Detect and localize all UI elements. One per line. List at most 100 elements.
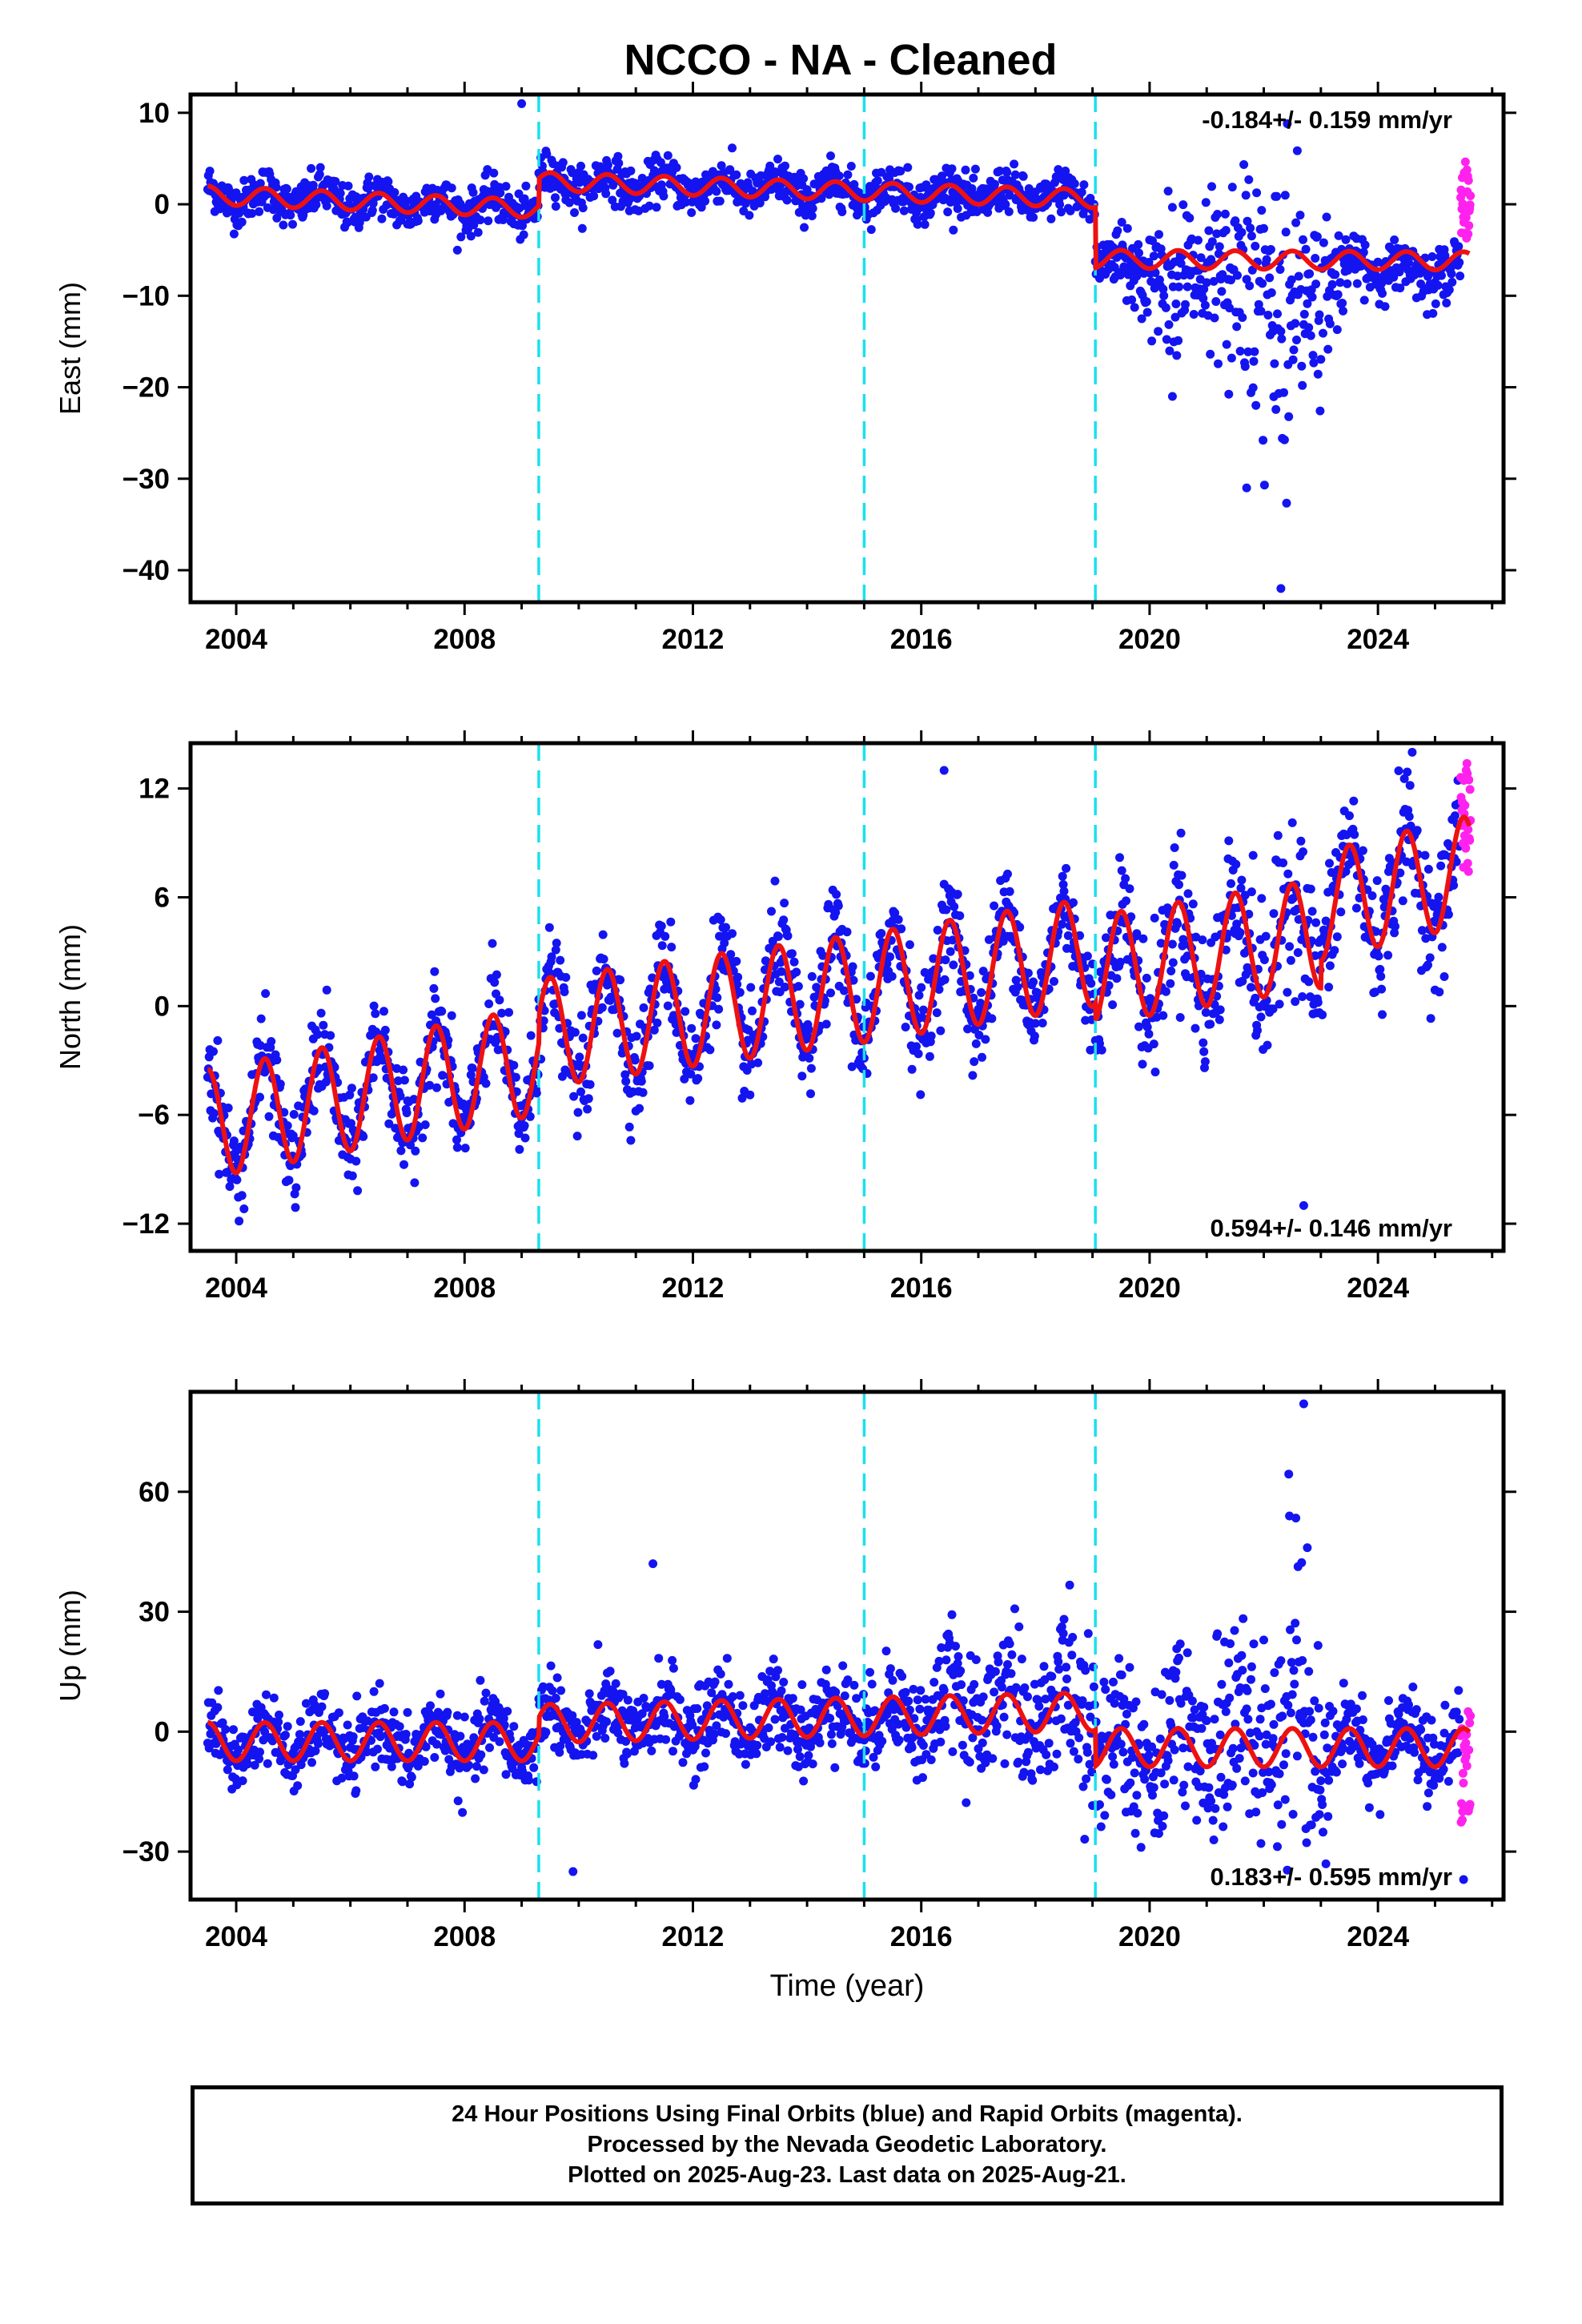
final-orbit-point: [705, 1045, 715, 1055]
final-orbit-point: [362, 1747, 371, 1757]
final-orbit-point: [598, 930, 608, 939]
final-orbit-point: [663, 151, 673, 160]
final-orbit-point: [1358, 846, 1367, 855]
final-orbit-point: [1298, 992, 1307, 1001]
final-orbit-point: [283, 1722, 292, 1731]
final-orbit-point: [229, 1136, 239, 1146]
final-orbit-point: [1050, 1762, 1058, 1771]
final-orbit-point: [519, 230, 528, 239]
final-orbit-point: [1404, 258, 1413, 267]
final-orbit-point: [967, 184, 977, 193]
final-orbit-point: [1437, 271, 1446, 280]
final-orbit-point: [476, 1750, 486, 1759]
final-orbit-point: [469, 1733, 479, 1743]
final-orbit-point: [899, 206, 909, 215]
final-orbit-point: [652, 1018, 662, 1027]
final-orbit-point: [787, 949, 797, 959]
final-orbit-point: [1149, 251, 1158, 261]
final-orbit-point: [542, 149, 552, 159]
final-orbit-point: [799, 174, 809, 183]
final-orbit-point: [1452, 857, 1461, 866]
final-orbit-point: [1307, 907, 1317, 916]
final-orbit-point: [1224, 836, 1234, 846]
final-orbit-point: [896, 167, 905, 176]
y-tick-label: 6: [155, 882, 170, 913]
y-tick-label: 10: [139, 98, 170, 129]
final-orbit-point: [961, 165, 970, 175]
final-orbit-point: [1311, 918, 1321, 927]
final-orbit-point: [552, 1673, 562, 1683]
final-orbit-point: [1079, 180, 1089, 190]
final-orbit-point: [576, 161, 585, 171]
final-orbit-point: [218, 1718, 227, 1727]
final-orbit-point: [489, 168, 499, 178]
final-orbit-point: [307, 163, 316, 173]
final-orbit-point: [1117, 866, 1126, 875]
final-orbit-point: [405, 1779, 415, 1789]
final-orbit-point: [1054, 1657, 1063, 1667]
final-orbit-point: [652, 203, 661, 212]
final-orbit-point: [1132, 929, 1142, 939]
final-orbit-point: [1238, 313, 1247, 322]
final-orbit-point: [1263, 1040, 1272, 1050]
final-orbit-point: [1178, 935, 1188, 944]
final-orbit-point: [1238, 976, 1247, 986]
final-orbit-point: [732, 956, 741, 966]
final-orbit-point: [1052, 1749, 1062, 1759]
final-orbit-point: [295, 1730, 304, 1739]
final-orbit-points: [203, 747, 1465, 1226]
final-orbit-point: [1259, 480, 1269, 490]
final-orbit-point: [380, 1025, 390, 1035]
final-orbit-point: [1277, 334, 1287, 344]
final-orbit-point: [804, 1751, 813, 1760]
final-orbit-point: [939, 1686, 949, 1695]
final-orbit-point: [483, 165, 492, 175]
y-tick-label: −10: [122, 280, 170, 312]
final-orbit-point: [561, 973, 571, 982]
x-tick-label: 2008: [433, 624, 496, 655]
final-orbit-point: [793, 982, 803, 991]
final-orbit-point: [833, 901, 843, 911]
final-orbit-point: [1166, 979, 1175, 988]
final-orbit-point: [1039, 1662, 1049, 1671]
final-orbit-point: [907, 1743, 917, 1752]
final-orbit-point: [716, 1669, 725, 1679]
final-orbit-point: [686, 1069, 696, 1079]
final-orbit-point: [1315, 406, 1325, 416]
final-orbit-point: [769, 1655, 778, 1664]
final-orbit-point: [1330, 946, 1339, 955]
final-orbit-point: [1215, 1015, 1224, 1024]
final-orbit-point: [1447, 277, 1457, 287]
final-orbit-point: [721, 1729, 730, 1739]
y-tick-label: −40: [122, 555, 170, 586]
final-orbit-point: [1061, 167, 1070, 175]
final-orbit-point: [1345, 811, 1354, 821]
final-orbit-point: [1183, 889, 1193, 899]
final-orbit-point: [1211, 297, 1221, 306]
final-orbit-point: [1199, 294, 1208, 304]
final-orbit-point: [916, 1090, 926, 1100]
y-tick-label: 0: [155, 991, 170, 1022]
final-orbit-point: [351, 1156, 361, 1166]
final-orbit-point: [584, 1094, 593, 1104]
final-orbit-point: [504, 1007, 513, 1017]
rapid-orbit-point: [1464, 221, 1474, 231]
final-orbit-point: [1207, 182, 1216, 191]
final-orbit-point: [429, 983, 439, 993]
final-orbit-point: [544, 923, 554, 932]
final-orbit-point: [572, 1132, 582, 1141]
final-orbit-point: [1014, 1622, 1024, 1631]
final-orbit-point: [1175, 1013, 1185, 1022]
final-orbit-point: [770, 1715, 780, 1724]
final-orbit-point: [957, 1680, 966, 1690]
y-tick-label: 0: [155, 189, 170, 220]
final-orbit-point: [988, 1754, 998, 1763]
final-orbit-point: [1254, 300, 1263, 309]
final-orbit-point: [476, 215, 485, 225]
final-orbit-point: [624, 1122, 634, 1132]
final-orbit-point: [466, 231, 476, 241]
final-orbit-point: [391, 1124, 400, 1133]
final-orbit-point: [865, 1667, 874, 1677]
final-orbit-point: [933, 926, 942, 935]
final-orbit-point: [1444, 285, 1454, 295]
